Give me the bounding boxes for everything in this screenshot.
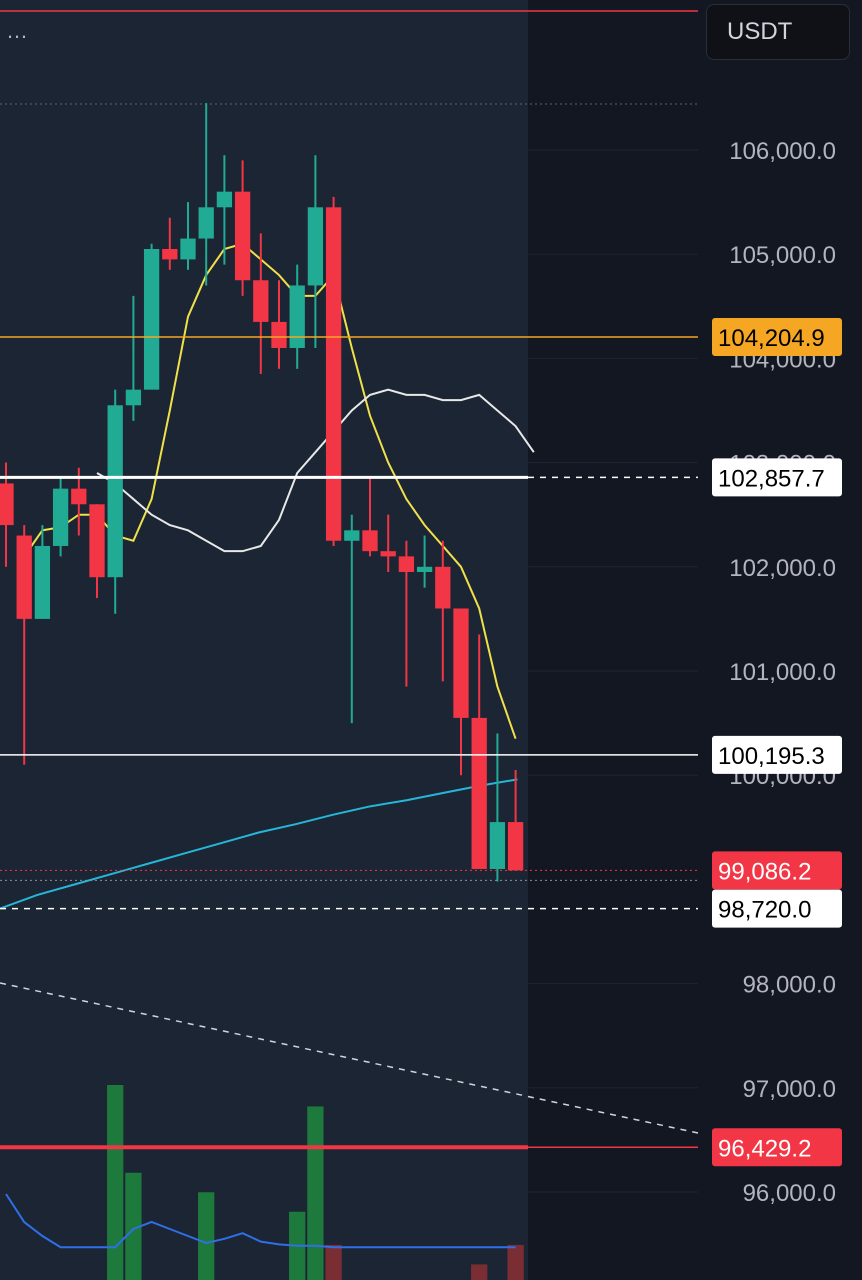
candle-body[interactable] xyxy=(289,285,305,348)
range-highlight xyxy=(0,0,528,1280)
candle-body[interactable] xyxy=(253,280,269,322)
ma-fast-line xyxy=(23,242,517,740)
candle-body[interactable] xyxy=(125,389,142,406)
price-tag-red-bg xyxy=(712,1128,842,1167)
volume-bar xyxy=(507,1244,524,1280)
candle-body[interactable] xyxy=(307,207,324,286)
y-axis-tick-label: 97,000.0 xyxy=(743,1076,836,1103)
candle-body[interactable] xyxy=(234,191,251,281)
y-axis-tick-label: 96,000.0 xyxy=(743,1180,836,1207)
currency-label: USDT xyxy=(727,18,793,45)
price-tag-last: 99,086.2 xyxy=(718,858,811,885)
candle-body[interactable] xyxy=(325,207,342,541)
candle-body[interactable] xyxy=(216,191,233,208)
candle-body[interactable] xyxy=(71,488,87,505)
price-tag-last-bg xyxy=(712,851,842,890)
ma-mid-line xyxy=(96,388,535,553)
candle-body[interactable] xyxy=(344,530,360,541)
ma-slow-line xyxy=(0,778,518,910)
price-tag-white: 102,857.7 xyxy=(718,465,825,492)
candle-body[interactable] xyxy=(16,535,32,619)
candle-body[interactable] xyxy=(89,504,105,578)
candle-body[interactable] xyxy=(34,545,51,619)
candle-body[interactable] xyxy=(471,717,487,869)
candle-body[interactable] xyxy=(453,608,469,718)
y-axis-tick-label: 101,000.0 xyxy=(729,659,836,686)
candle-body[interactable] xyxy=(435,566,451,609)
volume-bar xyxy=(125,1172,142,1280)
candle-body[interactable] xyxy=(180,238,196,260)
price-tag-red: 96,429.2 xyxy=(718,1135,811,1162)
candle-body[interactable] xyxy=(362,530,378,552)
price-tag-white: 98,720.0 xyxy=(718,897,811,924)
y-axis-tick-label: 102,000.0 xyxy=(729,555,836,582)
candle-body[interactable] xyxy=(143,248,160,390)
y-axis-tick-label: 105,000.0 xyxy=(729,242,836,269)
candle-body[interactable] xyxy=(0,483,14,526)
candle-body[interactable] xyxy=(198,207,214,239)
price-tag-white-bg xyxy=(712,735,842,774)
volume-ma-line xyxy=(5,1193,516,1249)
volume-bar xyxy=(107,1085,124,1280)
candle-body[interactable] xyxy=(162,248,178,260)
candle-body[interactable] xyxy=(507,822,524,871)
volume-bar xyxy=(325,1244,342,1280)
candle-body[interactable] xyxy=(271,321,287,348)
price-tag-orange: 104,204.9 xyxy=(718,325,825,352)
candle-body[interactable] xyxy=(489,822,506,869)
candle-body[interactable] xyxy=(416,566,433,573)
candle-body[interactable] xyxy=(380,551,396,557)
candle-body[interactable] xyxy=(107,405,123,578)
volume-bar xyxy=(198,1192,215,1280)
price-tag-white-bg xyxy=(712,889,842,928)
candle-body[interactable] xyxy=(52,488,69,546)
more-horizontal-icon[interactable]: … xyxy=(6,18,29,43)
price-tag-white: 100,195.3 xyxy=(718,743,825,770)
y-axis-tick-label: 106,000.0 xyxy=(729,138,836,165)
y-axis-tick-label: 98,000.0 xyxy=(743,972,836,999)
candle-body[interactable] xyxy=(398,556,415,573)
volume-bar xyxy=(471,1264,488,1280)
price-tag-white-bg xyxy=(712,458,842,497)
volume-bar xyxy=(307,1106,324,1280)
currency-button[interactable]: USDT xyxy=(706,4,850,60)
price-tag-orange-bg xyxy=(712,318,842,357)
